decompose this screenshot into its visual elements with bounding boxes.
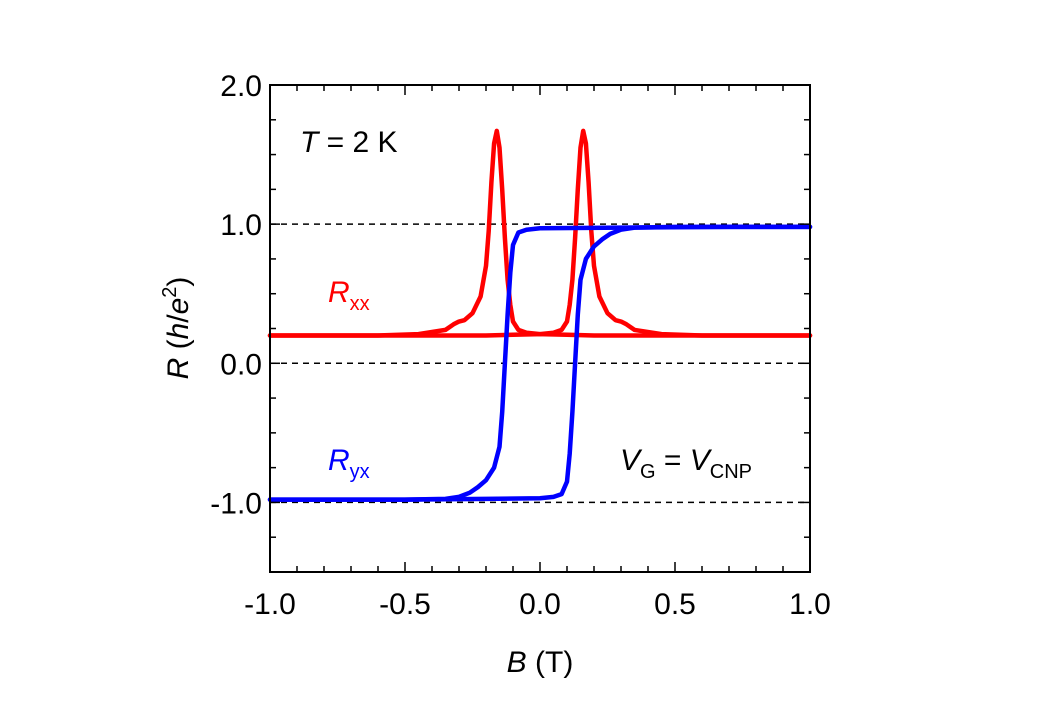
gate-sub2: CNP <box>710 461 752 483</box>
y-tick-label: 1.0 <box>220 209 262 242</box>
rxx-subscript: xx <box>350 293 370 315</box>
plot-frame <box>269 84 811 573</box>
y-axis-open: ( <box>162 339 195 357</box>
x-tick-label: -0.5 <box>379 588 431 621</box>
rxx-series-label: Rxx <box>328 276 370 315</box>
y-axis-e: e <box>162 298 195 315</box>
y-axis-label: R (h/e2) <box>159 277 195 380</box>
x-axis-unit: (T) <box>527 646 574 679</box>
gate-v1: V <box>620 444 643 477</box>
y-axis-symbol: R <box>162 358 195 380</box>
gate-v2: V <box>690 444 713 477</box>
y-axis-exponent: 2 <box>159 287 181 298</box>
temperature-annotation: T = 2 K <box>300 126 398 159</box>
series-ryx-up <box>267 224 813 502</box>
x-axis-label: B (T) <box>507 646 574 679</box>
y-axis-close: ) <box>162 277 195 287</box>
gate-eq: = <box>656 444 690 477</box>
y-axis-h: h <box>162 323 195 340</box>
gate-annotation: VG = VCNP <box>620 444 752 483</box>
temperature-value: = 2 K <box>318 126 397 159</box>
x-tick-label: 1.0 <box>789 588 831 621</box>
x-tick-label: 0.0 <box>519 588 561 621</box>
x-tick-label: -1.0 <box>244 588 296 621</box>
y-tick-label: 2.0 <box>220 70 262 103</box>
gate-sub1: G <box>640 461 656 483</box>
reference-lines <box>270 223 810 504</box>
series-layer <box>267 128 813 502</box>
x-tick-label: 0.5 <box>654 588 696 621</box>
ryx-series-label: Ryx <box>328 444 370 483</box>
y-tick-label: 0.0 <box>220 348 262 381</box>
ryx-symbol: R <box>328 444 350 477</box>
y-tick-label: -1.0 <box>210 487 262 520</box>
tick-labels: -1.0 -0.5 0.0 0.5 1.0 -1.0 0.0 1.0 2.0 <box>210 70 831 621</box>
ryx-subscript: yx <box>350 461 370 483</box>
x-axis-symbol: B <box>507 646 527 679</box>
rxx-symbol: R <box>328 276 350 309</box>
series-rxx-up <box>267 128 813 338</box>
y-axis-slash: / <box>162 314 195 323</box>
temperature-symbol: T <box>300 126 321 159</box>
